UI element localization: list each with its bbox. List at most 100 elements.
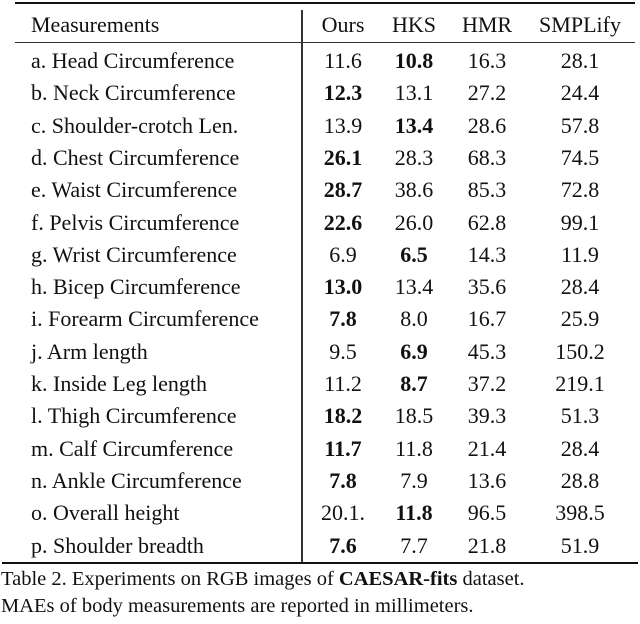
value-hmr: 16.3 xyxy=(467,48,507,73)
value-hks: 28.3 xyxy=(394,144,434,170)
table-row: l. Thigh Circumference 18.2 18.5 39.3 51.3 xyxy=(0,400,640,432)
value-smplify: 219.1 xyxy=(555,371,605,396)
value-ours: 11.7 xyxy=(324,435,362,461)
measurement-label: k. Inside Leg length xyxy=(31,371,207,396)
value-smplify: 57.8 xyxy=(560,112,600,138)
value-smplify: 51.3 xyxy=(560,403,600,429)
value-hks: 38.6 xyxy=(394,177,434,203)
value-smplify: 25.9 xyxy=(560,306,600,332)
table-row: m. Calf Circumference 11.7 11.8 21.4 28.4 xyxy=(0,433,640,465)
measurement-label: g. Wrist Circumference xyxy=(31,241,237,267)
value-smplify: 11.9 xyxy=(561,241,599,267)
value-hks: 18.5 xyxy=(394,403,434,429)
table-bottom-rule xyxy=(2,562,638,564)
table-row: c. Shoulder-crotch Len. 13.9 13.4 28.6 57.8 xyxy=(0,110,640,142)
value-hmr: 14.3 xyxy=(467,241,507,267)
value-smplify: 99.1 xyxy=(560,209,600,235)
value-ours: 28.7 xyxy=(323,177,363,203)
value-smplify: 74.5 xyxy=(560,144,600,170)
table-header-row: Measurements Ours HKS HMR SMPLify xyxy=(0,9,640,41)
table-row: e. Waist Circumference 28.7 38.6 85.3 72.8 xyxy=(0,174,640,206)
table-row: i. Forearm Circumference 7.8 8.0 16.7 25.9 xyxy=(0,303,640,335)
header-smplify: SMPLify xyxy=(539,12,621,37)
value-hmr: 37.2 xyxy=(467,371,507,396)
value-hks: 8.0 xyxy=(400,306,428,332)
measurement-label: b. Neck Circumference xyxy=(31,80,236,106)
value-hmr: 62.8 xyxy=(467,209,507,235)
measurement-label: p. Shoulder breadth xyxy=(31,532,204,558)
value-smplify: 150.2 xyxy=(555,338,605,364)
table-row: g. Wrist Circumference 6.9 6.5 14.3 11.9 xyxy=(0,239,640,271)
value-ours: 9.5 xyxy=(329,338,357,364)
value-hks: 7.7 xyxy=(400,532,428,558)
value-hks: 8.7 xyxy=(400,371,428,396)
table-caption: Table 2. Experiments on RGB images of CA… xyxy=(1,566,640,620)
value-hmr: 16.7 xyxy=(467,306,507,332)
value-ours: 13.0 xyxy=(323,274,363,300)
caption-text: Table 2. Experiments on RGB images of xyxy=(1,568,339,590)
caption-dataset-name: CAESAR-fits xyxy=(338,568,458,590)
caption-line-1: Table 2. Experiments on RGB images of CA… xyxy=(1,566,640,593)
table-header-rule xyxy=(15,42,635,43)
value-hmr: 21.8 xyxy=(467,532,507,558)
table-row: d. Chest Circumference 26.1 28.3 68.3 74.5 xyxy=(0,142,640,174)
value-hks: 13.1 xyxy=(394,80,434,106)
value-ours: 6.9 xyxy=(329,241,357,267)
table-row: f. Pelvis Circumference 22.6 26.0 62.8 99.1 xyxy=(0,207,640,239)
measurement-label: n. Ankle Circumference xyxy=(31,467,242,493)
measurement-label: a. Head Circumference xyxy=(31,48,235,73)
value-hks: 13.4 xyxy=(394,112,434,138)
value-hks: 10.8 xyxy=(394,48,434,73)
value-hks: 7.9 xyxy=(400,467,428,493)
value-hmr: 96.5 xyxy=(467,500,507,526)
value-ours: 18.2 xyxy=(323,403,363,429)
header-hmr: HMR xyxy=(461,12,513,37)
value-ours: 11.2 xyxy=(324,371,362,396)
table-row: j. Arm length 9.5 6.9 45.3 150.2 xyxy=(0,336,640,368)
value-ours: 11.6 xyxy=(324,48,362,73)
value-smplify: 28.4 xyxy=(560,435,600,461)
caption-text: dataset. xyxy=(457,568,525,590)
value-smplify: 28.4 xyxy=(560,274,600,300)
table-row: o. Overall height 20.1. 11.8 96.5 398.5 xyxy=(0,497,640,529)
measurement-label: m. Calf Circumference xyxy=(31,435,234,461)
table-row: k. Inside Leg length 11.2 8.7 37.2 219.1 xyxy=(0,368,640,400)
value-smplify: 398.5 xyxy=(555,500,605,526)
value-hmr: 21.4 xyxy=(467,435,507,461)
value-hmr: 27.2 xyxy=(467,80,507,106)
table-column-divider xyxy=(301,10,303,562)
table-top-rule xyxy=(15,2,635,4)
value-hmr: 39.3 xyxy=(467,403,507,429)
value-hks: 11.8 xyxy=(395,500,433,526)
value-ours: 20.1. xyxy=(321,500,365,526)
value-hmr: 45.3 xyxy=(467,338,507,364)
value-smplify: 28.8 xyxy=(560,467,600,493)
value-hks: 6.5 xyxy=(400,241,428,267)
measurement-label: h. Bicep Circumference xyxy=(31,274,241,300)
measurement-label: i. Forearm Circumference xyxy=(31,306,259,332)
value-smplify: 28.1 xyxy=(560,48,600,73)
value-ours: 26.1 xyxy=(323,144,363,170)
table-row: n. Ankle Circumference 7.8 7.9 13.6 28.8 xyxy=(0,465,640,497)
table-row: b. Neck Circumference 12.3 13.1 27.2 24.4 xyxy=(0,77,640,109)
table-row: p. Shoulder breadth 7.6 7.7 21.8 51.9 xyxy=(0,530,640,562)
value-hmr: 85.3 xyxy=(467,177,507,203)
value-ours: 13.9 xyxy=(323,112,363,138)
header-hks: HKS xyxy=(391,12,436,37)
value-hks: 11.8 xyxy=(395,435,433,461)
value-smplify: 72.8 xyxy=(560,177,600,203)
value-hmr: 35.6 xyxy=(467,274,507,300)
value-smplify: 51.9 xyxy=(560,532,600,558)
value-ours: 7.8 xyxy=(329,306,357,332)
value-hmr: 28.6 xyxy=(467,112,507,138)
value-ours: 22.6 xyxy=(323,209,363,235)
table-row: h. Bicep Circumference 13.0 13.4 35.6 28.4 xyxy=(0,271,640,303)
measurement-label: l. Thigh Circumference xyxy=(31,403,237,429)
value-hmr: 68.3 xyxy=(467,144,507,170)
value-ours: 7.8 xyxy=(329,467,357,493)
value-hmr: 13.6 xyxy=(467,467,507,493)
value-ours: 7.6 xyxy=(329,532,357,558)
header-ours: Ours xyxy=(321,12,365,37)
value-hks: 26.0 xyxy=(394,209,434,235)
header-measurements: Measurements xyxy=(31,12,160,37)
